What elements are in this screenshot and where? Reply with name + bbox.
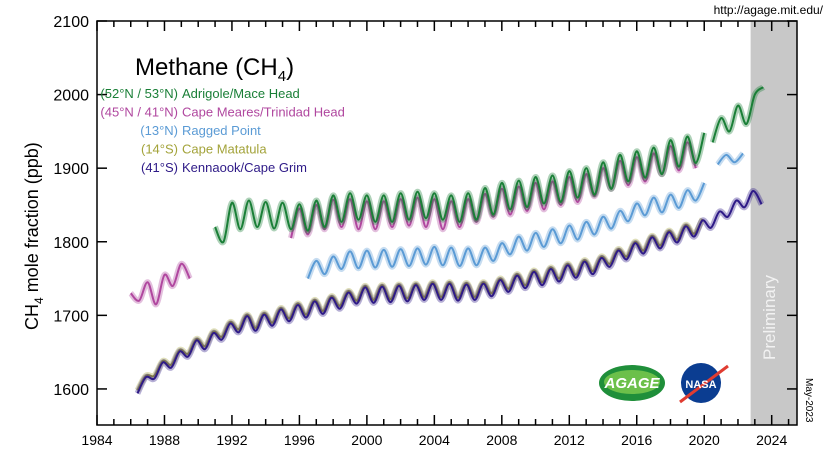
- y-axis-label: CH4 mole fraction (ppb): [22, 142, 46, 330]
- preliminary-label: Preliminary: [760, 274, 779, 360]
- nasa-logo: NASA: [679, 363, 729, 404]
- y-tick-label: 1900: [53, 161, 89, 178]
- x-tick-label: 2012: [554, 432, 585, 448]
- series-band-kennaook-cape-grim: [134, 188, 765, 395]
- y-tick-label: 2100: [53, 14, 89, 31]
- chart-title: Methane (CH4): [135, 54, 294, 85]
- legend-site-name: Cape Matatula: [182, 142, 267, 157]
- x-tick-label: 1988: [149, 432, 180, 448]
- legend-latitude: (14°S): [141, 142, 178, 157]
- x-tick-label: 1996: [284, 432, 315, 448]
- legend-latitude: (41°S): [141, 160, 178, 175]
- series-line-ragged-point: [306, 182, 706, 279]
- series-line-cape-meares-trinidad-head: [290, 141, 697, 239]
- legend-site-name: Ragged Point: [182, 123, 261, 138]
- svg-text:NASA: NASA: [685, 379, 716, 391]
- legend-entry: (52°N / 53°N): [100, 86, 178, 101]
- svg-text:AGAGE: AGAGE: [603, 375, 660, 392]
- series-line-adrigole-mace-head: [711, 86, 764, 143]
- x-tick-label: 1984: [81, 432, 112, 448]
- legend-latitude: (45°N / 41°N): [100, 105, 178, 120]
- x-tick-label: 2020: [689, 432, 720, 448]
- axis-ticks: 1984 1988 1992 1996 2000 2004 2008 2012 2016 2020…: [53, 14, 797, 448]
- y-tick-label: 2000: [53, 88, 89, 105]
- y-tick-label: 1700: [53, 308, 89, 325]
- legend-latitude: (13°N): [140, 123, 178, 138]
- series-line-adrigole-mace-head: [214, 132, 706, 244]
- y-tick-label: 1800: [53, 235, 89, 252]
- y-tick-label: 1600: [53, 382, 89, 399]
- plot-frame: [96, 20, 798, 426]
- legend-latitude: (52°N / 53°N): [100, 86, 178, 101]
- legend-entry: (45°N / 41°N): [100, 105, 178, 120]
- series-line-ragged-point: [716, 152, 744, 166]
- legend-site-name: Cape Meares/Trinidad Head: [182, 105, 345, 120]
- x-tick-label: 2016: [621, 432, 652, 448]
- legend-entry: (41°S): [141, 160, 178, 175]
- x-tick-label: 2024: [756, 432, 787, 448]
- legend: (52°N / 53°N) Adrigole/Mace Head (45°N / 4…: [100, 86, 344, 175]
- x-tick-label: 1992: [216, 432, 247, 448]
- series-line-cape-meares-trinidad-head: [129, 262, 191, 306]
- source-url[interactable]: http://agage.mit.edu/: [714, 3, 824, 17]
- x-tick-label: 2004: [419, 432, 450, 448]
- legend-entry: (14°S): [141, 142, 178, 157]
- date-stamp: May-2023: [803, 378, 814, 423]
- series-line-kennaook-cape-grim: [136, 190, 763, 394]
- legend-site-name: Kennaook/Cape Grim: [182, 160, 307, 175]
- agage-logo: AGAGE: [599, 365, 665, 401]
- series-lines: [128, 84, 766, 395]
- legend-site-name: Adrigole/Mace Head: [182, 86, 300, 101]
- preliminary-band: [750, 21, 797, 425]
- x-tick-label: 2008: [486, 432, 517, 448]
- x-tick-label: 2000: [351, 432, 382, 448]
- legend-entry: (13°N): [140, 123, 178, 138]
